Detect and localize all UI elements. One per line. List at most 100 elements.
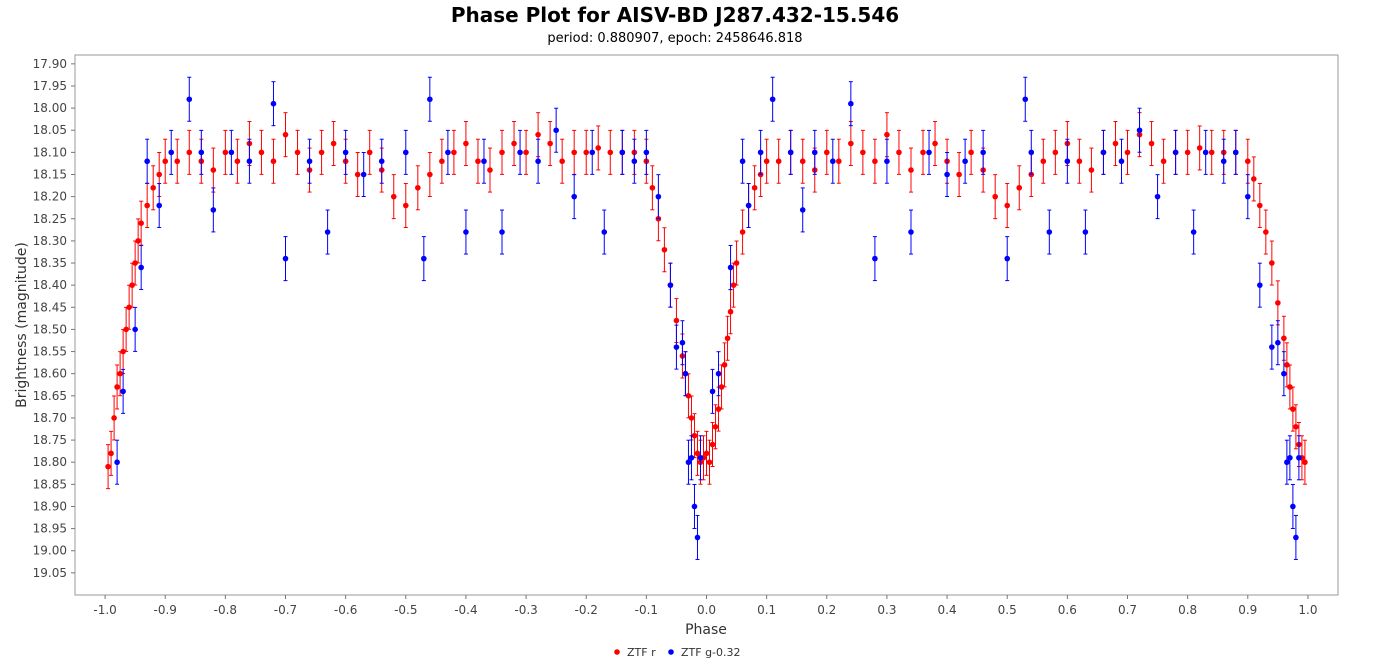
data-point: [688, 454, 695, 461]
series-1: [114, 76, 1302, 560]
x-tick-label: 0.5: [998, 603, 1017, 617]
data-point: [123, 326, 129, 333]
data-point: [926, 149, 932, 156]
x-tick-label: 0.1: [757, 603, 776, 617]
data-point: [1293, 534, 1299, 541]
data-point: [727, 264, 734, 271]
data-point: [718, 384, 725, 390]
x-tick-label: -0.3: [514, 603, 537, 617]
data-point: [342, 149, 349, 156]
x-tick-label: -0.2: [575, 603, 598, 617]
data-point: [1016, 184, 1023, 191]
x-tick-label: 1.0: [1298, 603, 1317, 617]
data-point: [1269, 344, 1275, 350]
data-point: [739, 229, 746, 235]
data-point: [691, 432, 698, 439]
data-point: [649, 184, 656, 191]
data-point: [1263, 229, 1269, 235]
y-tick-label: 18.40: [33, 278, 67, 292]
data-point: [105, 463, 111, 470]
data-point: [439, 158, 445, 165]
x-axis: -1.0 -0.9 -0.8 -0.7 -0.6 -0.5 -0.4 -0.3 -0.2 -0.1…: [93, 595, 1317, 617]
data-point: [553, 127, 559, 134]
data-point: [517, 149, 523, 156]
data-point: [1302, 459, 1308, 466]
data-point: [775, 158, 782, 165]
data-point: [378, 158, 385, 165]
y-tick-label: 18.35: [33, 256, 67, 270]
y-tick-label: 18.15: [33, 168, 67, 182]
data-point: [1257, 282, 1263, 288]
x-tick-label: -1.0: [93, 603, 116, 617]
data-point: [730, 282, 737, 288]
data-point: [709, 388, 716, 395]
data-point: [1293, 424, 1299, 430]
data-point: [451, 149, 457, 156]
data-point: [896, 149, 902, 156]
data-point: [282, 131, 289, 138]
y-tick-label: 18.50: [33, 322, 67, 336]
data-point: [1028, 149, 1035, 156]
data-point: [1244, 158, 1251, 165]
data-point: [836, 158, 842, 165]
data-point: [427, 96, 433, 103]
data-point: [1022, 96, 1029, 103]
legend-label: ZTF r: [627, 646, 656, 659]
data-point: [673, 344, 680, 350]
data-point: [1284, 362, 1290, 368]
data-point: [1196, 145, 1203, 151]
data-point: [114, 459, 120, 466]
data-point: [1148, 140, 1155, 147]
data-point: [694, 534, 701, 541]
data-point: [186, 96, 193, 103]
data-point: [682, 370, 689, 377]
y-tick-label: 18.05: [33, 123, 67, 137]
data-point: [144, 202, 150, 209]
y-tick-label: 18.60: [33, 367, 67, 381]
data-point: [120, 348, 126, 355]
data-point: [402, 202, 409, 209]
y-tick-label: 18.00: [33, 101, 67, 115]
data-point: [655, 193, 662, 200]
y-tick-label: 19.05: [33, 566, 67, 580]
data-point: [715, 370, 722, 377]
y-tick-label: 18.75: [33, 433, 67, 447]
data-point: [571, 149, 577, 156]
y-tick-label: 17.95: [33, 79, 67, 93]
data-point: [694, 450, 701, 457]
data-point: [1287, 454, 1293, 461]
data-point: [1004, 202, 1011, 209]
chart-title: Phase Plot for AISV-BD J287.432-15.546: [451, 3, 899, 27]
data-point: [547, 140, 553, 147]
x-tick-label: -0.6: [334, 603, 357, 617]
data-point: [823, 149, 830, 156]
data-point: [685, 393, 692, 399]
data-point: [129, 282, 135, 288]
data-point: [1118, 158, 1125, 165]
data-point: [162, 158, 169, 165]
data-point: [463, 229, 469, 235]
data-point: [908, 229, 914, 235]
data-point: [1184, 149, 1191, 156]
data-point: [210, 207, 217, 213]
data-point: [1251, 176, 1257, 182]
data-point: [757, 149, 764, 156]
data-point: [980, 149, 986, 156]
data-point: [595, 145, 602, 151]
data-point: [354, 171, 361, 178]
data-point: [1052, 149, 1059, 156]
data-point: [872, 158, 878, 165]
y-tick-label: 18.85: [33, 477, 67, 491]
data-point: [114, 384, 120, 390]
data-point: [1287, 384, 1293, 390]
data-point: [198, 149, 205, 156]
x-tick-label: 0.7: [1118, 603, 1137, 617]
data-point: [1208, 149, 1215, 156]
data-point: [402, 149, 409, 156]
x-tick-label: 0.6: [1058, 603, 1077, 617]
data-point: [848, 140, 854, 147]
legend-marker: [614, 649, 620, 655]
data-point: [168, 149, 175, 156]
data-point: [992, 193, 998, 200]
data-point: [415, 184, 421, 191]
